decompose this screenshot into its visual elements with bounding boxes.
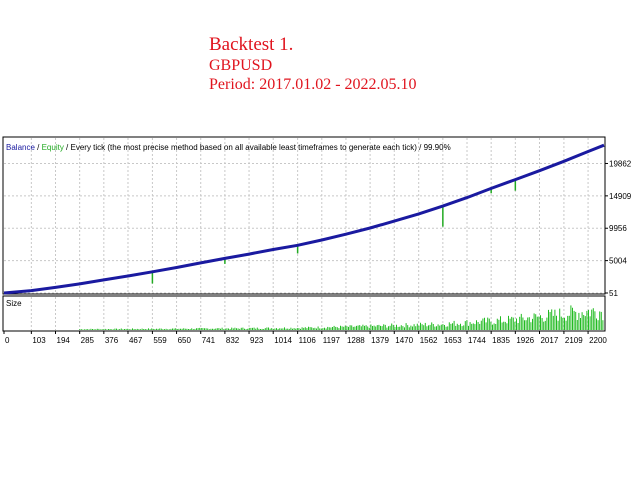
x-tick-label: 1835 <box>492 336 510 345</box>
balance-line <box>3 143 605 295</box>
x-tick-label: 194 <box>57 336 71 345</box>
legend-separator: / <box>417 143 424 152</box>
x-tick-label: 1106 <box>299 336 317 345</box>
x-tick-label: 1379 <box>371 336 389 345</box>
legend-equity: Equity <box>42 143 64 152</box>
legend-balance: Balance <box>6 143 35 152</box>
y-tick-label: 19862 <box>609 159 632 168</box>
report-title-block: Backtest 1. GBPUSD Period: 2017.01.02 - … <box>209 34 417 94</box>
x-axis-ticks: 0 103 194 285 376 467 559 650 741 832 923 1014 1106 1… <box>3 331 607 345</box>
x-tick-label: 2109 <box>565 336 583 345</box>
report-symbol: GBPUSD <box>209 57 273 74</box>
y-tick-label: 14909 <box>609 192 632 201</box>
x-tick-label: 103 <box>32 336 46 345</box>
balance-panel-frame <box>2 136 606 295</box>
x-tick-label: 741 <box>202 336 216 345</box>
x-tick-label: 1744 <box>468 336 486 345</box>
y-tick-label: 51 <box>609 289 618 298</box>
legend-quality: 99.90% <box>424 143 451 152</box>
x-tick-label: 0 <box>5 336 10 345</box>
x-tick-label: 1653 <box>444 336 462 345</box>
size-bars <box>79 305 604 330</box>
report-period: Period: 2017.01.02 - 2022.05.10 <box>209 76 417 93</box>
x-tick-label: 285 <box>81 336 95 345</box>
x-tick-label: 1926 <box>516 336 534 345</box>
x-tick-label: 1288 <box>347 336 365 345</box>
legend-description: Every tick (the most precise method base… <box>71 143 418 152</box>
x-tick-label: 1562 <box>420 336 438 345</box>
legend-separator: / <box>35 143 42 152</box>
x-tick-label: 2200 <box>589 336 607 345</box>
size-panel-label: Size <box>6 299 22 308</box>
y-axis-ticks: 19862 14909 9956 5004 51 <box>605 159 632 298</box>
chart-legend: Balance / Equity / Every tick (the most … <box>6 143 451 152</box>
x-tick-label: 2017 <box>540 336 558 345</box>
x-tick-label: 467 <box>129 336 143 345</box>
x-tick-label: 650 <box>178 336 192 345</box>
x-tick-label: 1197 <box>323 336 341 345</box>
x-tick-label: 1014 <box>274 336 292 345</box>
y-tick-label: 9956 <box>609 224 627 233</box>
x-tick-label: 832 <box>226 336 240 345</box>
report-title: Backtest 1. <box>209 34 294 55</box>
x-tick-label: 1470 <box>395 336 413 345</box>
legend-separator: / <box>64 143 71 152</box>
x-tick-label: 376 <box>105 336 119 345</box>
x-tick-label: 559 <box>153 336 167 345</box>
backtest-chart: Balance / Equity / Every tick (the most … <box>2 136 632 345</box>
size-grid <box>30 297 589 330</box>
y-tick-label: 5004 <box>609 257 627 266</box>
x-tick-label: 923 <box>250 336 264 345</box>
